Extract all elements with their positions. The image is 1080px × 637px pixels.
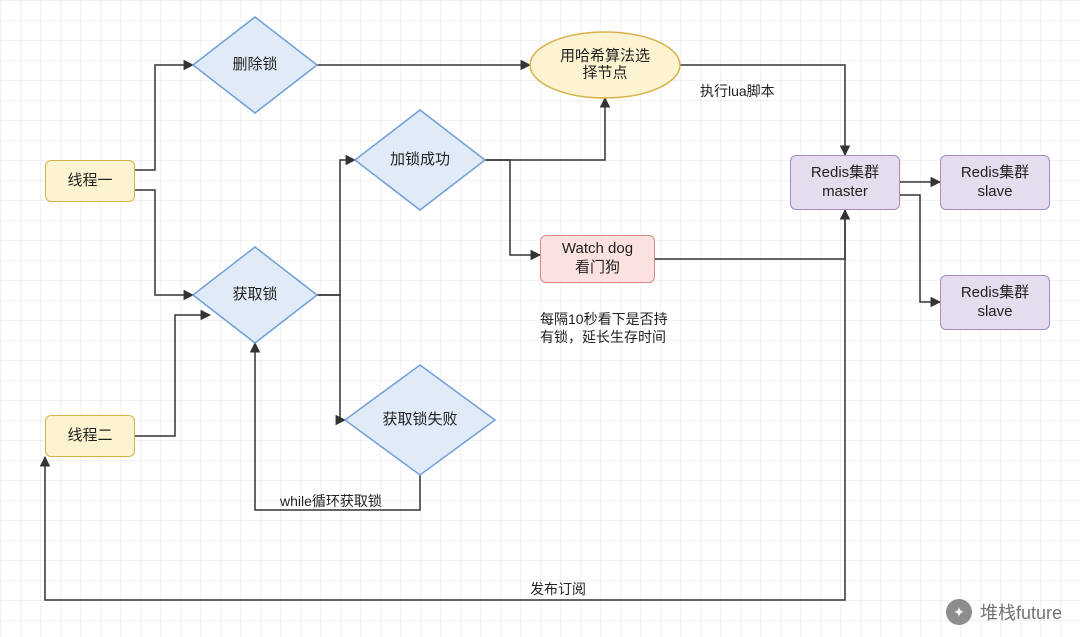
diagram-canvas: 删除锁获取锁加锁成功获取锁失败用哈希算法选择节点 线程一线程二Watch dog… — [0, 0, 1080, 637]
node-thread2: 线程二 — [45, 415, 135, 457]
node-thread1: 线程一 — [45, 160, 135, 202]
node-slave1: Redis集群 slave — [940, 155, 1050, 210]
node-slave2: Redis集群 slave — [940, 275, 1050, 330]
label-lua: 执行lua脚本 — [700, 82, 775, 100]
watermark-text: 堆栈future — [980, 599, 1062, 625]
node-watchdog: Watch dog 看门狗 — [540, 235, 655, 283]
watermark: ✦ 堆栈future — [946, 599, 1062, 625]
node-master: Redis集群 master — [790, 155, 900, 210]
label-dogdesc: 每隔10秒看下是否持 有锁，延长生存时间 — [540, 310, 668, 346]
wechat-icon: ✦ — [946, 599, 972, 625]
label-while: while循环获取锁 — [280, 492, 382, 510]
label-pubsub: 发布订阅 — [530, 580, 586, 598]
